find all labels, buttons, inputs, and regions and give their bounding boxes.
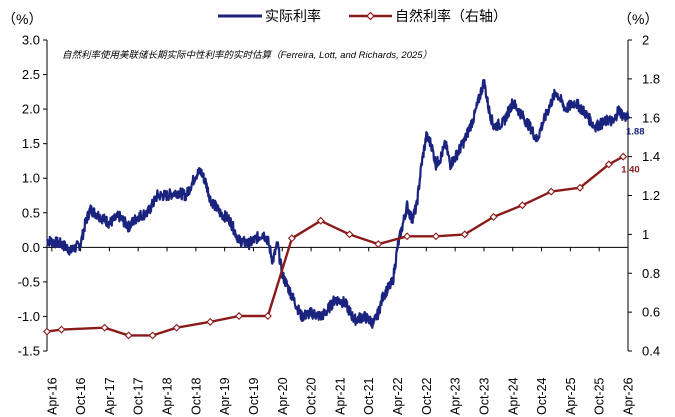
x-tick-label: Apr-21	[333, 377, 347, 415]
left-axis-unit: （%）	[2, 11, 42, 27]
end-labels: 1.88 1.40	[621, 126, 644, 175]
x-tick-label: Oct-24	[535, 377, 549, 415]
left-tick-label: 1.5	[22, 136, 40, 151]
series-real-rate	[46, 79, 630, 329]
x-tick-label: Oct-22	[420, 377, 434, 415]
x-tick-label: Apr-23	[449, 377, 463, 415]
x-tick-label: Oct-18	[189, 377, 203, 415]
right-tick-label: 1	[642, 227, 649, 242]
natural-rate-marker	[43, 327, 51, 336]
x-tick-label: Oct-19	[247, 377, 261, 415]
x-tick-label: Apr-20	[276, 377, 290, 415]
natural-rate-marker	[460, 230, 469, 239]
legend: 实际利率 自然利率（右轴）	[218, 8, 507, 24]
left-tick-label: 2.5	[22, 67, 40, 82]
x-tick-label: Apr-25	[564, 377, 578, 415]
x-tick-label: Oct-21	[362, 377, 376, 415]
natural-rate-marker	[148, 331, 157, 340]
x-tick-label: Apr-17	[103, 377, 117, 415]
x-tick-label: Apr-22	[391, 377, 405, 415]
natural-rate-marker	[345, 230, 354, 239]
x-tick-label: Apr-26	[622, 377, 636, 415]
left-tick-label: 3.0	[22, 33, 40, 48]
x-tick-label: Apr-16	[45, 377, 59, 415]
real-rate-end-point	[626, 115, 630, 120]
left-tick-label: 0.5	[22, 205, 40, 220]
natural-rate-marker	[100, 323, 109, 332]
right-tick-label: 1.8	[642, 71, 660, 86]
x-tick-label: Oct-16	[74, 377, 88, 415]
natural-rate-marker	[57, 325, 66, 334]
natural-rate-end-label: 1.40	[621, 165, 640, 176]
right-tick-label: 1.4	[642, 149, 660, 164]
left-tick-label: 1.0	[22, 171, 40, 186]
x-tick-label: Apr-24	[506, 377, 520, 415]
natural-rate-marker	[374, 240, 383, 249]
natural-rate-marker	[235, 312, 244, 320]
legend-label-natural-rate: 自然利率（右轴）	[395, 8, 507, 24]
left-tick-label: 0.0	[22, 240, 40, 255]
chart-annotation: 自然利率使用美联储长期实际中性利率的实时估算（Ferreira, Lott, a…	[62, 49, 432, 61]
natural-rate-marker	[576, 183, 584, 192]
natural-rate-marker	[124, 331, 133, 340]
natural-rate-marker	[403, 232, 412, 241]
real-rate-end-label: 1.88	[626, 126, 645, 137]
x-tick-label: Apr-19	[218, 377, 232, 415]
x-tick-label: Oct-20	[305, 377, 319, 415]
right-tick-label: 0.8	[642, 266, 660, 281]
natural-rate-marker	[287, 234, 296, 243]
x-tick-label: Oct-23	[477, 377, 491, 415]
natural-rate-marker	[547, 187, 556, 196]
natural-rate-line	[46, 155, 624, 337]
legend-marker-natural-rate	[366, 11, 375, 21]
legend-label-real-rate: 实际利率	[265, 8, 321, 24]
natural-rate-marker	[604, 160, 613, 169]
left-tick-label: -1.5	[18, 344, 40, 359]
right-axis-unit: （%）	[618, 11, 658, 27]
right-tick-label: 1.2	[642, 188, 660, 203]
natural-rate-marker	[518, 201, 527, 210]
x-tick-label: Oct-17	[132, 377, 146, 415]
left-tick-label: 2.0	[22, 102, 40, 117]
real-rate-line	[46, 79, 630, 329]
natural-rate-marker	[263, 312, 272, 320]
right-tick-label: 0.4	[642, 344, 660, 359]
left-tick-label: -0.5	[18, 274, 40, 289]
x-tick-label: Apr-18	[161, 377, 175, 415]
series-natural-rate	[43, 152, 628, 340]
right-tick-label: 1.6	[642, 110, 660, 125]
right-tick-label: 2	[642, 33, 649, 48]
natural-rate-marker	[206, 317, 215, 326]
left-tick-label: -1.0	[18, 309, 40, 324]
natural-rate-marker	[316, 216, 325, 225]
natural-rate-marker	[431, 232, 440, 241]
natural-rate-marker	[172, 323, 181, 332]
natural-rate-marker	[489, 212, 498, 221]
natural-rate-marker	[619, 152, 628, 161]
right-tick-label: 0.6	[642, 305, 660, 320]
x-tick-label: Oct-25	[593, 377, 607, 415]
axes: 3.0 2.5 2.0 1.5 1.0 0.5 0.0 -0.5 -1.0 -1.5 2 1.8 1.6…	[18, 33, 660, 416]
